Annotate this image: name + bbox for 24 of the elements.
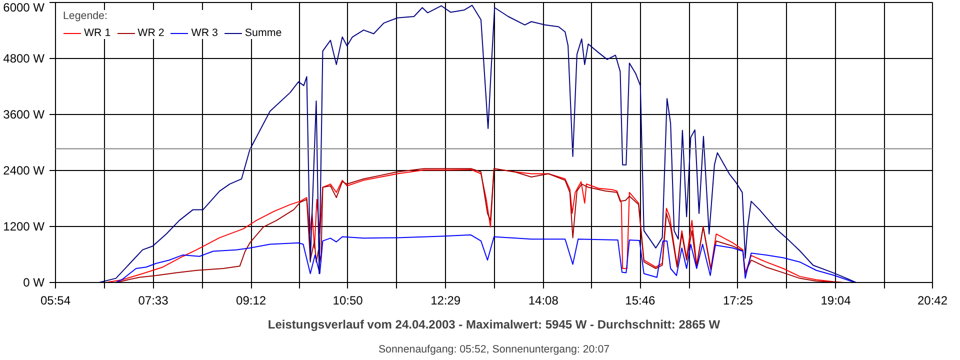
line-series	[115, 234, 856, 282]
x-tick-label: 05:54	[40, 294, 71, 308]
y-tick-label: 0 W	[23, 276, 46, 290]
legend-label: WR 2	[138, 27, 164, 39]
y-tick-label: 4800 W	[3, 52, 46, 66]
x-tick-label: 10:50	[332, 294, 364, 308]
y-tick-label: 6000 W	[3, 0, 46, 14]
x-tick-label: 12:29	[430, 294, 461, 308]
x-tick-label: 19:04	[820, 294, 852, 308]
legend-label: WR 3	[191, 27, 218, 39]
x-tick-label: 17:25	[722, 294, 754, 308]
text: Leistungsverlauf vom 24.04.2003 - Maximalwert: 5945 W - Durchschnitt: 2865 W	[268, 318, 721, 332]
x-tick-label: 09:12	[236, 294, 266, 308]
x-tick-label: 15:46	[625, 294, 656, 308]
x-tick-label: 14:08	[528, 294, 559, 308]
x-tick-label: 07:33	[138, 294, 169, 308]
y-tick-label: 1200 W	[3, 220, 46, 234]
y-tick-label: 2400 W	[3, 164, 46, 178]
legend-label: WR 1	[84, 27, 111, 39]
y-tick-label: 3600 W	[3, 108, 46, 122]
text: Sonnenaufgang: 05:52, Sonnenuntergang: 20:07	[378, 344, 610, 356]
legend-label: Summe	[244, 27, 282, 39]
legend-title: Legende:	[63, 10, 108, 22]
x-tick-label: 20:42	[917, 294, 948, 308]
